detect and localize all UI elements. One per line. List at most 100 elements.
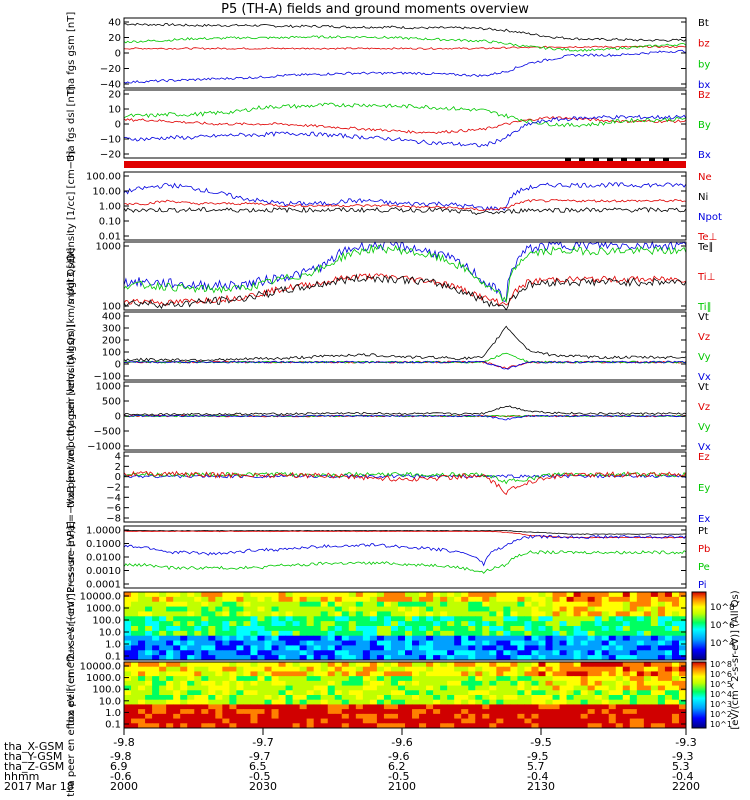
spectrogram-cell [454,676,462,682]
ephemeris-value: -0.4 [672,770,694,783]
spectrogram-cell [201,601,209,608]
spectrogram-cell [566,645,575,651]
spectrogram-cell [194,616,202,622]
spectrogram-cell [278,630,287,637]
spectrogram-cell [376,655,385,661]
spectrogram-cell [601,709,610,715]
spectrogram-cell [383,690,392,696]
spectrogram-cell [671,611,680,617]
spectrogram-cell [369,709,378,715]
spectrogram-cell [650,616,659,622]
spectrogram-cell [292,616,301,622]
spectrogram-cell [510,655,518,661]
y-tick-label: −4 [106,493,121,504]
spectrogram-cell [454,718,462,724]
ephemeris-value: 5.7 [527,760,545,773]
spectrogram-cell [426,713,434,720]
spectrogram-cell [320,685,329,691]
spectrogram-cell [320,616,329,622]
legend-by: By [698,120,711,131]
spectrogram-cell [124,655,132,661]
spectrogram-cell [657,606,666,612]
spectrogram-cell [278,676,287,682]
spectrogram-cell [580,630,589,637]
spectrogram-cell [215,690,223,696]
spectrogram-cell [208,704,216,710]
spectrogram-cell [629,635,638,642]
spectrogram-cell [517,640,525,646]
spectrogram-cell [510,690,518,696]
spectrogram-cell [678,655,687,661]
spectrogram-cell [194,685,202,691]
spectrogram-cell [496,616,504,622]
spectrogram-cell [650,690,659,696]
spectrogram-cell [447,601,455,608]
spectrogram-cell [215,630,223,637]
spectrogram-cell [475,685,483,691]
spectrogram-cell [552,662,561,668]
spectrogram-cell [454,596,462,603]
spectrogram-cell [594,592,603,598]
spectrogram-cell [180,718,188,724]
spectrogram-cell [145,635,153,642]
series-ne-line [123,199,687,211]
spectrogram-cell [397,723,406,729]
spectrogram-cell [124,596,132,603]
spectrogram-cell [622,640,631,646]
spectrogram-cell [643,685,652,691]
y-axis-label: E=−VxB [mV/m] [66,445,77,528]
spectrogram-cell [243,685,251,691]
spectrogram-cell [468,709,476,715]
spectrogram-cell [468,640,476,646]
spectrogram-cell [166,709,174,715]
spectrogram-cell [580,662,589,668]
spectrogram-cell [643,690,652,696]
spectrogram-cell [643,713,652,720]
spectrogram-cell [397,640,406,646]
spectrogram-cell [433,709,441,715]
spectrogram-cell [292,645,301,651]
spectrogram-cell [587,596,596,603]
spectrogram-cell [412,650,420,656]
spectrogram-cell [124,645,132,651]
spectrogram-cell [124,695,132,701]
spectrogram-cell [510,601,518,608]
spectrogram-cell [194,666,202,672]
spectrogram-cell [524,709,532,715]
spectrogram-cell [138,666,146,672]
spectrogram-cell [250,662,258,668]
spectrogram-cell [643,592,652,598]
spectrogram-cell [545,718,554,724]
spectrogram-cell [671,671,680,677]
colorbar-tick-label: 10^5 [710,680,732,689]
spectrogram-cell [608,666,617,672]
spectrogram-cell [545,645,554,651]
spectrogram-cell [454,592,462,598]
spectrogram-cell [222,616,230,622]
spectrogram-cell [587,709,596,715]
spectrogram-cell [383,685,392,691]
spectrogram-cell [594,596,603,603]
spectrogram-cell [180,640,188,646]
spectrogram-cell [397,655,406,661]
spectrogram-cell [678,630,687,637]
spectrogram-cell [643,709,652,715]
spectrogram-cell [412,676,420,682]
spectrogram-cell [580,596,589,603]
spectrogram-cell [180,655,188,661]
spectrogram-cell [201,680,209,687]
spectrogram-cell [552,596,561,603]
spectrogram-cell [601,635,610,642]
spectrogram-cell [131,616,139,622]
spectrogram-cell [426,616,434,622]
spectrogram-cell [369,616,378,622]
spectrogram-cell [229,690,237,696]
spectrogram-cell [124,690,132,696]
spectrogram-cell [622,662,631,668]
spectrogram-cell [636,606,645,612]
spectrogram-cell [264,645,273,651]
y-tick-label: 0.01 [99,232,121,243]
spectrogram-cell [454,666,462,672]
spectrogram-cell [559,630,568,637]
spectrogram-cell [397,718,406,724]
